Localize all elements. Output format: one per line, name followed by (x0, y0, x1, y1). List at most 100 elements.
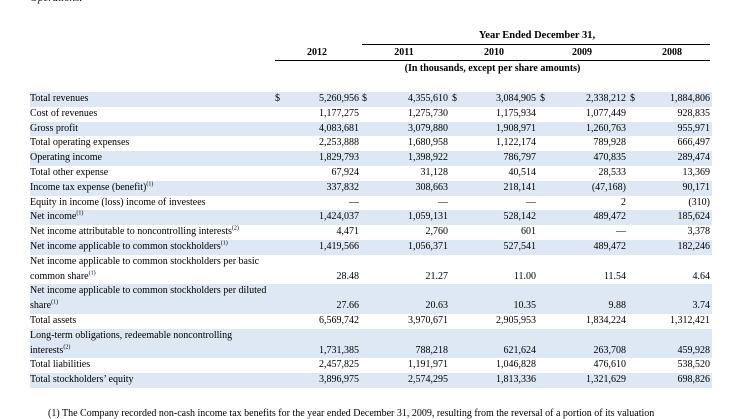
cell-value: 6,569,742 (319, 314, 359, 326)
cell-value: 1,829,793 (319, 152, 359, 164)
year-header: 2011 (394, 47, 414, 58)
cell-value: 182,246 (677, 240, 711, 252)
period-header: Year Ended December 31, (478, 30, 596, 41)
row-label: Net income applicable to common stockhol… (30, 284, 270, 314)
cell-value: 1,398,922 (408, 152, 448, 164)
row-label: Total stockholders’ equity (30, 373, 270, 388)
cell-value: 4,083,681 (319, 122, 359, 134)
label-text: Long-term obligations, redeemable noncon… (30, 329, 233, 356)
cell-value: 185,624 (677, 211, 711, 223)
cell-value: 3,896,975 (319, 374, 359, 386)
cell-value: 538,520 (677, 359, 711, 371)
row-label: Total other expense (30, 166, 270, 181)
cell-value: — (616, 226, 626, 238)
cell-value: 4,355,610 (408, 93, 448, 104)
label-text: Total assets (30, 314, 77, 326)
row-label: Total operating expenses (30, 136, 270, 151)
cell-value: 11.00 (513, 270, 536, 282)
cell-value: 337,832 (326, 181, 360, 193)
label-text: Net income attributable to noncontrollin… (30, 226, 232, 238)
year-header: 2010 (484, 47, 504, 58)
currency: $ (630, 93, 635, 104)
year-header: 2008 (662, 47, 682, 58)
footnote-ref: (2) (231, 225, 239, 232)
cell-value: 90,171 (682, 181, 711, 193)
year-header: 2009 (572, 47, 592, 58)
rule (275, 60, 710, 61)
cell-value: 308,663 (415, 181, 449, 193)
currency: $ (452, 93, 457, 104)
label-text: Net income (30, 211, 77, 223)
cell-value: 1,175,934 (496, 107, 536, 119)
cell-value: — (349, 196, 359, 208)
cell-value: 1,312,421 (670, 314, 710, 326)
row-label: Net income attributable to noncontrollin… (30, 225, 270, 240)
label-text: Total other expense (30, 166, 109, 178)
cell-value: 263,708 (593, 344, 627, 356)
label-text: Operating income (30, 152, 102, 164)
cell-value: 1,731,385 (319, 344, 359, 356)
cell-value: 476,610 (593, 359, 627, 371)
cell-value: 1,122,174 (496, 137, 536, 149)
table-row: Total other expense 67,924 31,128 40,514 28,… (30, 166, 712, 181)
cell-value: 11.54 (603, 270, 626, 282)
year-header: 2012 (307, 47, 327, 58)
table-row: Net income applicable to common stockhol… (30, 255, 712, 285)
cell-value: 470,835 (593, 152, 627, 164)
cell-value: 3,084,905 (496, 93, 536, 104)
label-text: Net income applicable to common stockhol… (30, 255, 260, 282)
table-row: Net income applicable to common stockhol… (30, 284, 712, 314)
cell-value: 621,624 (503, 344, 537, 356)
table-row: Total stockholders’ equity 3,896,975 2,574… (30, 373, 712, 388)
cell-value: 1,834,224 (586, 314, 626, 326)
row-label: Total revenues (30, 92, 270, 107)
cell-value: 218,141 (503, 181, 537, 193)
cell-value: 489,472 (593, 211, 627, 223)
table-row: Operating income 1,829,793 1,398,922 786,79… (30, 151, 712, 166)
cell-value: 28,533 (598, 166, 627, 178)
cell-value: 9.88 (608, 300, 627, 312)
currency: $ (275, 93, 280, 104)
row-label: Gross profit (30, 122, 270, 137)
table-row: Total operating expenses 2,253,888 1,680,9… (30, 136, 712, 151)
cell-value: 2,338,212 (586, 93, 626, 104)
cell-value: 1,321,629 (586, 374, 626, 386)
table-row: Long-term obligations, redeemable noncon… (30, 328, 712, 359)
cell-value: 2,760 (425, 226, 449, 238)
currency: $ (362, 93, 367, 104)
cell-value: 601 (521, 226, 536, 238)
cell-value: 40,514 (508, 166, 537, 178)
cell-value: 2,253,888 (319, 137, 359, 149)
footnote-ref: (1) (220, 240, 228, 247)
row-label: Total liabilities (30, 358, 270, 373)
table-row: Total liabilities 2,457,825 1,191,971 1,046… (30, 358, 712, 373)
table-row: Gross profit 4,083,681 3,079,880 1,908,971 1… (30, 121, 712, 137)
footnote-ref: (1) (146, 181, 154, 188)
cell-value: 289,474 (677, 152, 711, 164)
cell-value: 459,928 (677, 344, 711, 356)
cell-value: 13,369 (682, 166, 711, 178)
label-text: Cost of revenues (30, 107, 98, 119)
cell-value: 1,813,336 (496, 374, 536, 386)
cell-value: 2,574,295 (408, 374, 448, 386)
table-row: Net income(1) 1,424,037 1,059,131 528,142 48… (30, 210, 712, 226)
cell-value: — (438, 196, 448, 208)
cell-value: 1,275,730 (408, 107, 448, 119)
cell-value: 1,059,131 (408, 211, 448, 223)
cell-value: 489,472 (593, 240, 627, 252)
footnote-ref: (1) (51, 299, 59, 306)
cell-value: 1,046,828 (496, 359, 536, 371)
cell-value: 1,191,971 (408, 359, 448, 371)
label-text: Net income applicable to common stockhol… (30, 285, 267, 312)
cell-value: 31,128 (420, 166, 449, 178)
table-row: Net income applicable to common stockhol… (30, 239, 712, 255)
rule (362, 44, 710, 45)
cell-value: 2,457,825 (319, 359, 359, 371)
cell-value: 955,971 (677, 122, 711, 134)
label-text: Equity in income (loss) income of invest… (30, 196, 206, 208)
cell-value: 3,079,880 (408, 122, 448, 134)
row-label: Total assets (30, 314, 270, 329)
cell-value: 4,471 (336, 226, 360, 238)
label-text: Total stockholders’ equity (30, 374, 134, 386)
currency: $ (540, 93, 545, 104)
